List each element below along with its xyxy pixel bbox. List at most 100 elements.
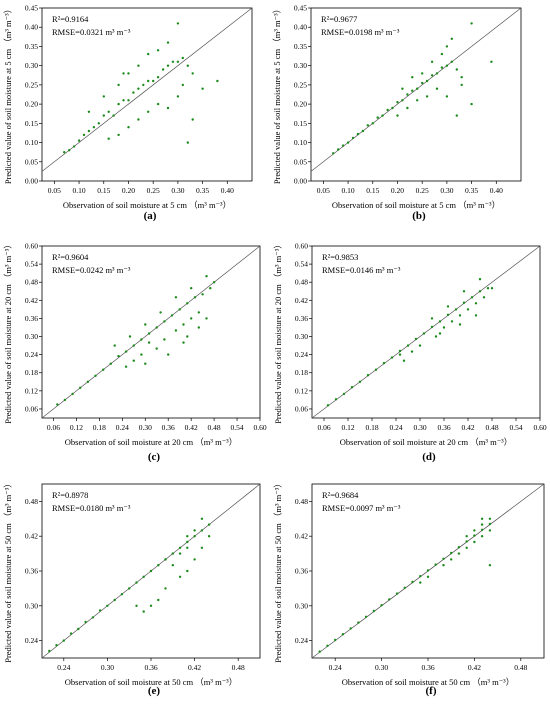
x-tick-label: 0.36 (437, 423, 450, 432)
data-point (128, 335, 132, 338)
data-point (207, 535, 211, 538)
data-point (142, 610, 145, 613)
y-tick-label: 0.30 (25, 601, 38, 610)
x-tick-label: 0.15 (97, 186, 110, 195)
y-axis-label: Predicted value of soil moisture at 20 c… (3, 240, 13, 424)
data-point (155, 347, 158, 350)
one-to-one-line (310, 7, 522, 172)
x-axis-unit: （m³ m⁻³） (470, 677, 514, 687)
data-point (176, 22, 180, 25)
rmse-label: RMSE=0.0180 m³ m⁻³ (52, 503, 131, 513)
data-point (144, 323, 147, 326)
data-point (486, 287, 490, 290)
data-point (458, 323, 462, 326)
x-tick-label: 0.30 (139, 423, 152, 432)
data-point (465, 540, 468, 543)
data-point (350, 386, 354, 389)
data-point (351, 136, 355, 140)
x-tick-label: 0.35 (465, 186, 478, 195)
data-point (186, 141, 189, 144)
data-point (193, 529, 196, 532)
data-point (113, 344, 116, 347)
data-point (186, 569, 189, 573)
x-axis-title: Observation of soil moisture at 20 cm (65, 437, 194, 447)
y-tick-label: 0.45 (25, 4, 38, 13)
data-point (201, 87, 204, 90)
y-tick-label: 0.35 (25, 42, 38, 51)
data-point (164, 587, 167, 590)
data-point (334, 638, 337, 642)
data-point (356, 132, 360, 136)
x-tick-label: 0.18 (365, 423, 378, 432)
x-tick-label: 0.60 (253, 423, 266, 432)
data-point (460, 76, 463, 79)
data-point (434, 335, 438, 338)
data-point (346, 141, 350, 144)
data-point (406, 106, 409, 110)
data-point (197, 311, 200, 314)
data-point (186, 535, 189, 538)
data-point (107, 110, 110, 114)
data-point (102, 114, 106, 117)
y-axis-label: Predicted value of soil moisture at 5 cm… (272, 5, 282, 184)
y-tick-label: 0.24 (295, 350, 308, 359)
data-point (482, 296, 486, 299)
data-point (488, 564, 492, 567)
y-axis-unit: （m³ m⁻³） (273, 240, 283, 284)
y-axis-title: Predicted value of soil moisture at 50 c… (273, 523, 283, 663)
data-point (440, 52, 444, 56)
panel-label: (c) (148, 451, 161, 463)
data-point (68, 149, 71, 152)
y-tick-label: 0.42 (295, 296, 308, 305)
data-point (473, 540, 476, 544)
y-axis-unit: （m³ m⁻³） (3, 240, 13, 284)
data-point (144, 362, 147, 365)
y-axis-unit: （m³ m⁻³） (3, 479, 13, 523)
data-point (107, 137, 110, 140)
data-point (164, 558, 167, 561)
y-axis-label: Predicted value of soil moisture at 20 c… (273, 240, 283, 424)
data-point (419, 575, 422, 578)
x-tick-label: 0.54 (230, 423, 243, 432)
data-point (465, 546, 468, 549)
r2-label: R²=0.9853 (322, 252, 358, 262)
data-point (326, 404, 330, 407)
data-point (79, 386, 82, 389)
data-point (450, 37, 453, 40)
x-tick-label: 0.40 (490, 186, 503, 195)
data-point (357, 621, 360, 624)
data-point (478, 290, 482, 293)
data-point (364, 615, 368, 618)
data-point (366, 124, 369, 127)
data-point (62, 151, 66, 154)
data-point (326, 644, 329, 647)
data-point (102, 368, 105, 371)
data-point (488, 517, 492, 520)
one-to-one-line (41, 7, 253, 172)
data-point (174, 329, 178, 332)
data-point (167, 353, 170, 356)
x-tick-label: 0.40 (221, 186, 234, 195)
data-point (124, 365, 128, 368)
y-tick-label: 0.00 (294, 177, 307, 186)
data-point (434, 563, 437, 566)
data-point (430, 74, 434, 77)
y-tick-label: 0.12 (295, 386, 308, 395)
x-tick-label: 0.35 (196, 186, 209, 195)
y-tick-label: 0.25 (294, 80, 307, 89)
data-point (473, 534, 476, 537)
data-point (200, 517, 204, 520)
y-tick-label: 0.30 (295, 601, 308, 610)
x-tick-label: 0.20 (122, 186, 135, 195)
data-point (178, 575, 182, 578)
data-point (421, 81, 424, 85)
y-tick-label: 0.10 (294, 138, 307, 147)
data-point (91, 616, 95, 619)
panel-f: 0.24 0.30 0.36 0.42 0.48 0.24 0.30 0.36 0.42 0.48… (273, 479, 545, 697)
data-point (462, 290, 466, 293)
data-point (176, 60, 180, 63)
data-point (72, 145, 76, 148)
r2-label: R²=0.9684 (322, 490, 359, 500)
x-tick-label: 0.30 (413, 423, 426, 432)
x-tick-label: 0.48 (232, 663, 245, 672)
